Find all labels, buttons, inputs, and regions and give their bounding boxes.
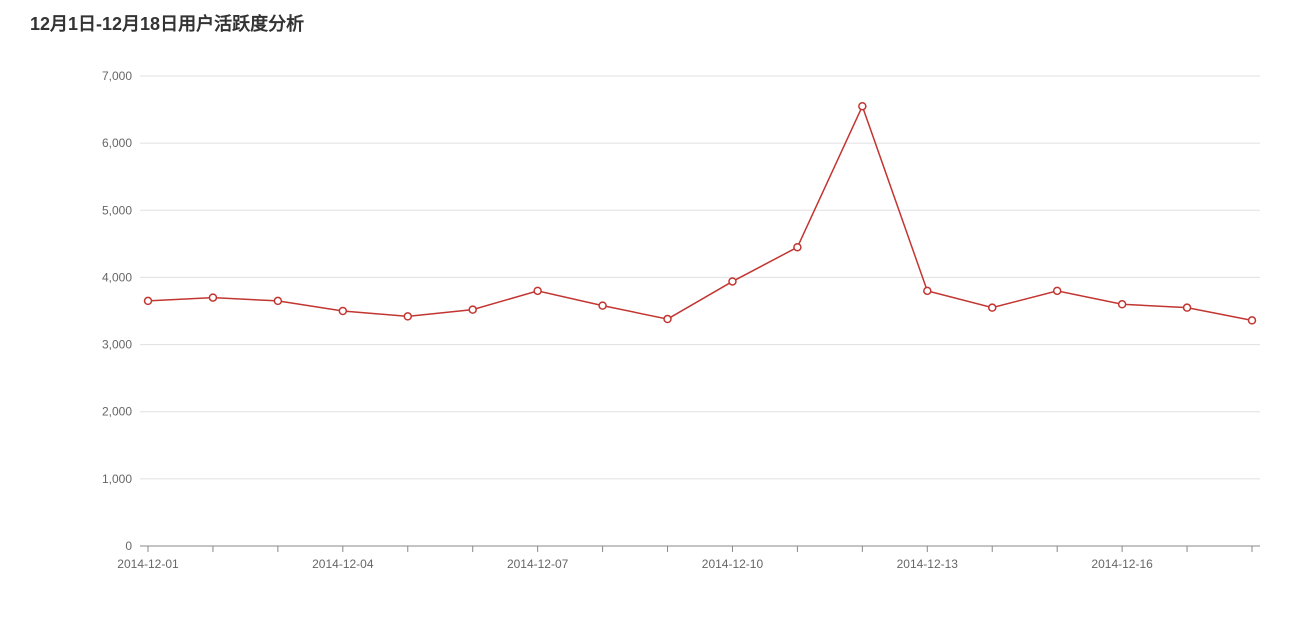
x-axis-label: 2014-12-04 (312, 557, 374, 571)
data-point[interactable] (534, 287, 541, 294)
x-axis-label: 2014-12-01 (117, 557, 179, 571)
data-point[interactable] (404, 313, 411, 320)
data-point[interactable] (274, 297, 281, 304)
data-point[interactable] (989, 304, 996, 311)
data-point[interactable] (339, 308, 346, 315)
y-axis-label: 7,000 (102, 69, 132, 83)
y-axis-label: 6,000 (102, 136, 132, 150)
x-axis-label: 2014-12-16 (1091, 557, 1153, 571)
y-axis-label: 4,000 (102, 270, 132, 284)
data-point[interactable] (209, 294, 216, 301)
series-line (148, 106, 1252, 320)
data-point[interactable] (1249, 317, 1256, 324)
data-point[interactable] (145, 297, 152, 304)
chart-container: 0 1,000 2,000 3,000 4,000 5,000 6,000 7,000 2014… (20, 56, 1278, 616)
x-axis-label: 2014-12-07 (507, 557, 569, 571)
data-point[interactable] (599, 302, 606, 309)
y-axis-label: 3,000 (102, 338, 132, 352)
data-point[interactable] (924, 287, 931, 294)
line-chart-svg: 0 1,000 2,000 3,000 4,000 5,000 6,000 7,000 2014… (20, 56, 1280, 616)
data-point[interactable] (469, 306, 476, 313)
y-axis-label: 1,000 (102, 472, 132, 486)
data-point[interactable] (664, 316, 671, 323)
x-axis-label: 2014-12-10 (702, 557, 764, 571)
x-axis-label: 2014-12-13 (897, 557, 959, 571)
data-point[interactable] (1184, 304, 1191, 311)
data-point[interactable] (1054, 287, 1061, 294)
y-axis-label: 2,000 (102, 405, 132, 419)
data-point[interactable] (1119, 301, 1126, 308)
data-point[interactable] (729, 278, 736, 285)
chart-title: 12月1日-12月18日用户活跃度分析 (20, 10, 1278, 36)
y-axis-label: 0 (125, 539, 132, 553)
data-point[interactable] (859, 103, 866, 110)
y-axis-label: 5,000 (102, 203, 132, 217)
data-point[interactable] (794, 244, 801, 251)
